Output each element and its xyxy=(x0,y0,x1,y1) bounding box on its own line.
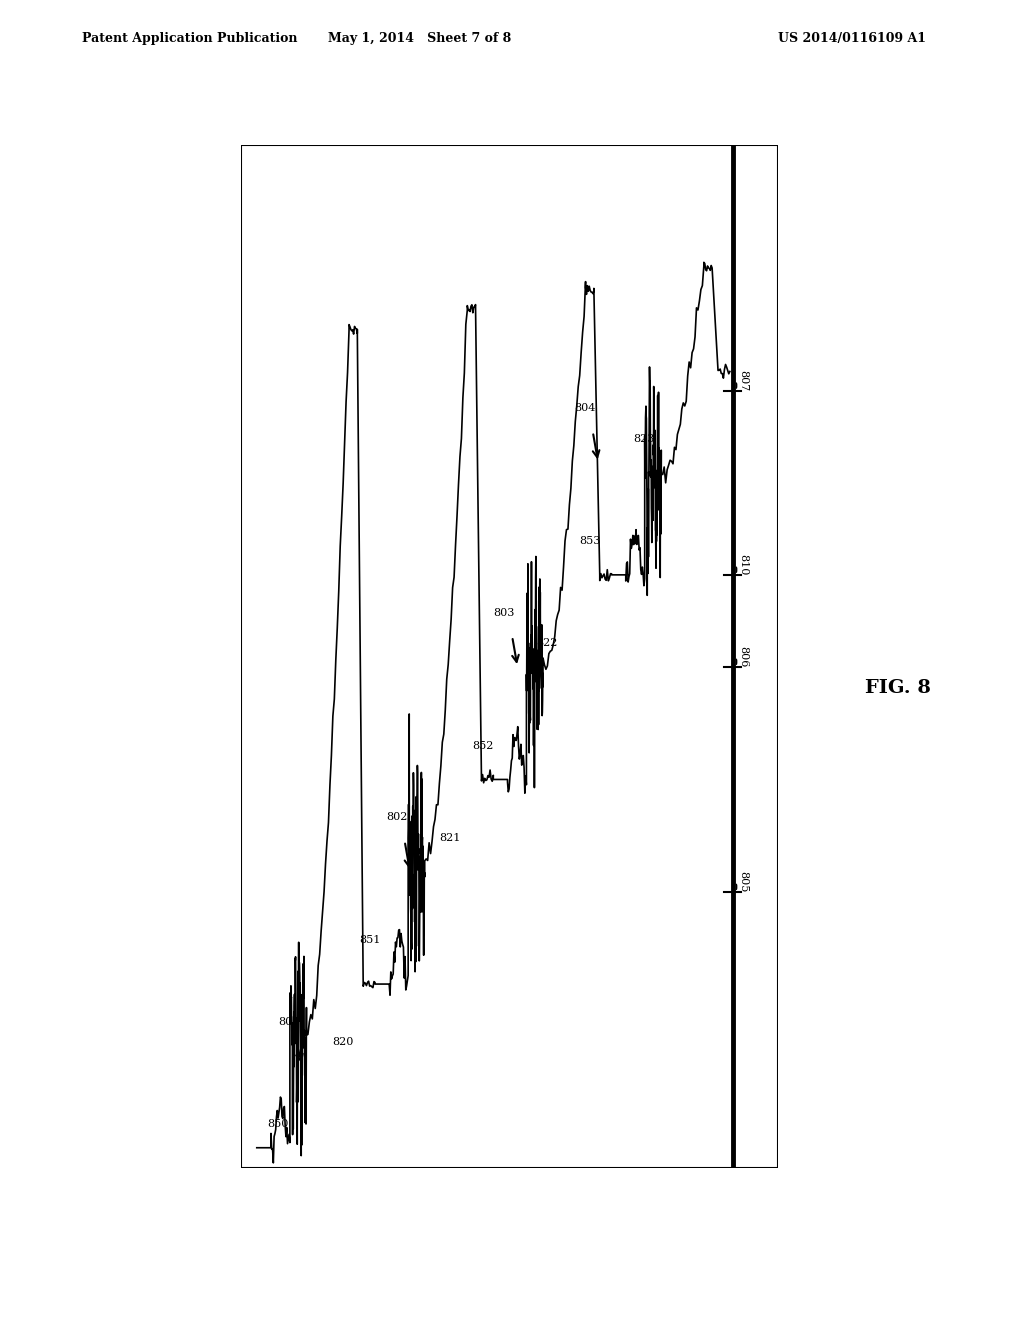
Text: US 2014/0116109 A1: US 2014/0116109 A1 xyxy=(778,32,927,45)
Text: 853: 853 xyxy=(580,536,601,546)
Text: 801: 801 xyxy=(279,1016,300,1027)
Text: 850: 850 xyxy=(267,1119,289,1130)
Text: 810: 810 xyxy=(738,554,748,576)
Text: 804: 804 xyxy=(573,403,595,413)
Text: 822: 822 xyxy=(537,639,558,648)
Text: 802: 802 xyxy=(386,812,408,822)
Text: 803: 803 xyxy=(494,607,515,618)
Text: 821: 821 xyxy=(439,833,461,843)
Text: 851: 851 xyxy=(358,935,380,945)
Text: 823: 823 xyxy=(633,434,654,444)
Text: 820: 820 xyxy=(332,1038,353,1048)
Text: FIG. 8: FIG. 8 xyxy=(865,678,931,697)
Text: 807: 807 xyxy=(738,370,748,391)
Text: 806: 806 xyxy=(738,645,748,668)
Text: 805: 805 xyxy=(738,871,748,892)
Text: May 1, 2014   Sheet 7 of 8: May 1, 2014 Sheet 7 of 8 xyxy=(329,32,511,45)
Text: Patent Application Publication: Patent Application Publication xyxy=(82,32,297,45)
Text: 852: 852 xyxy=(472,741,494,751)
